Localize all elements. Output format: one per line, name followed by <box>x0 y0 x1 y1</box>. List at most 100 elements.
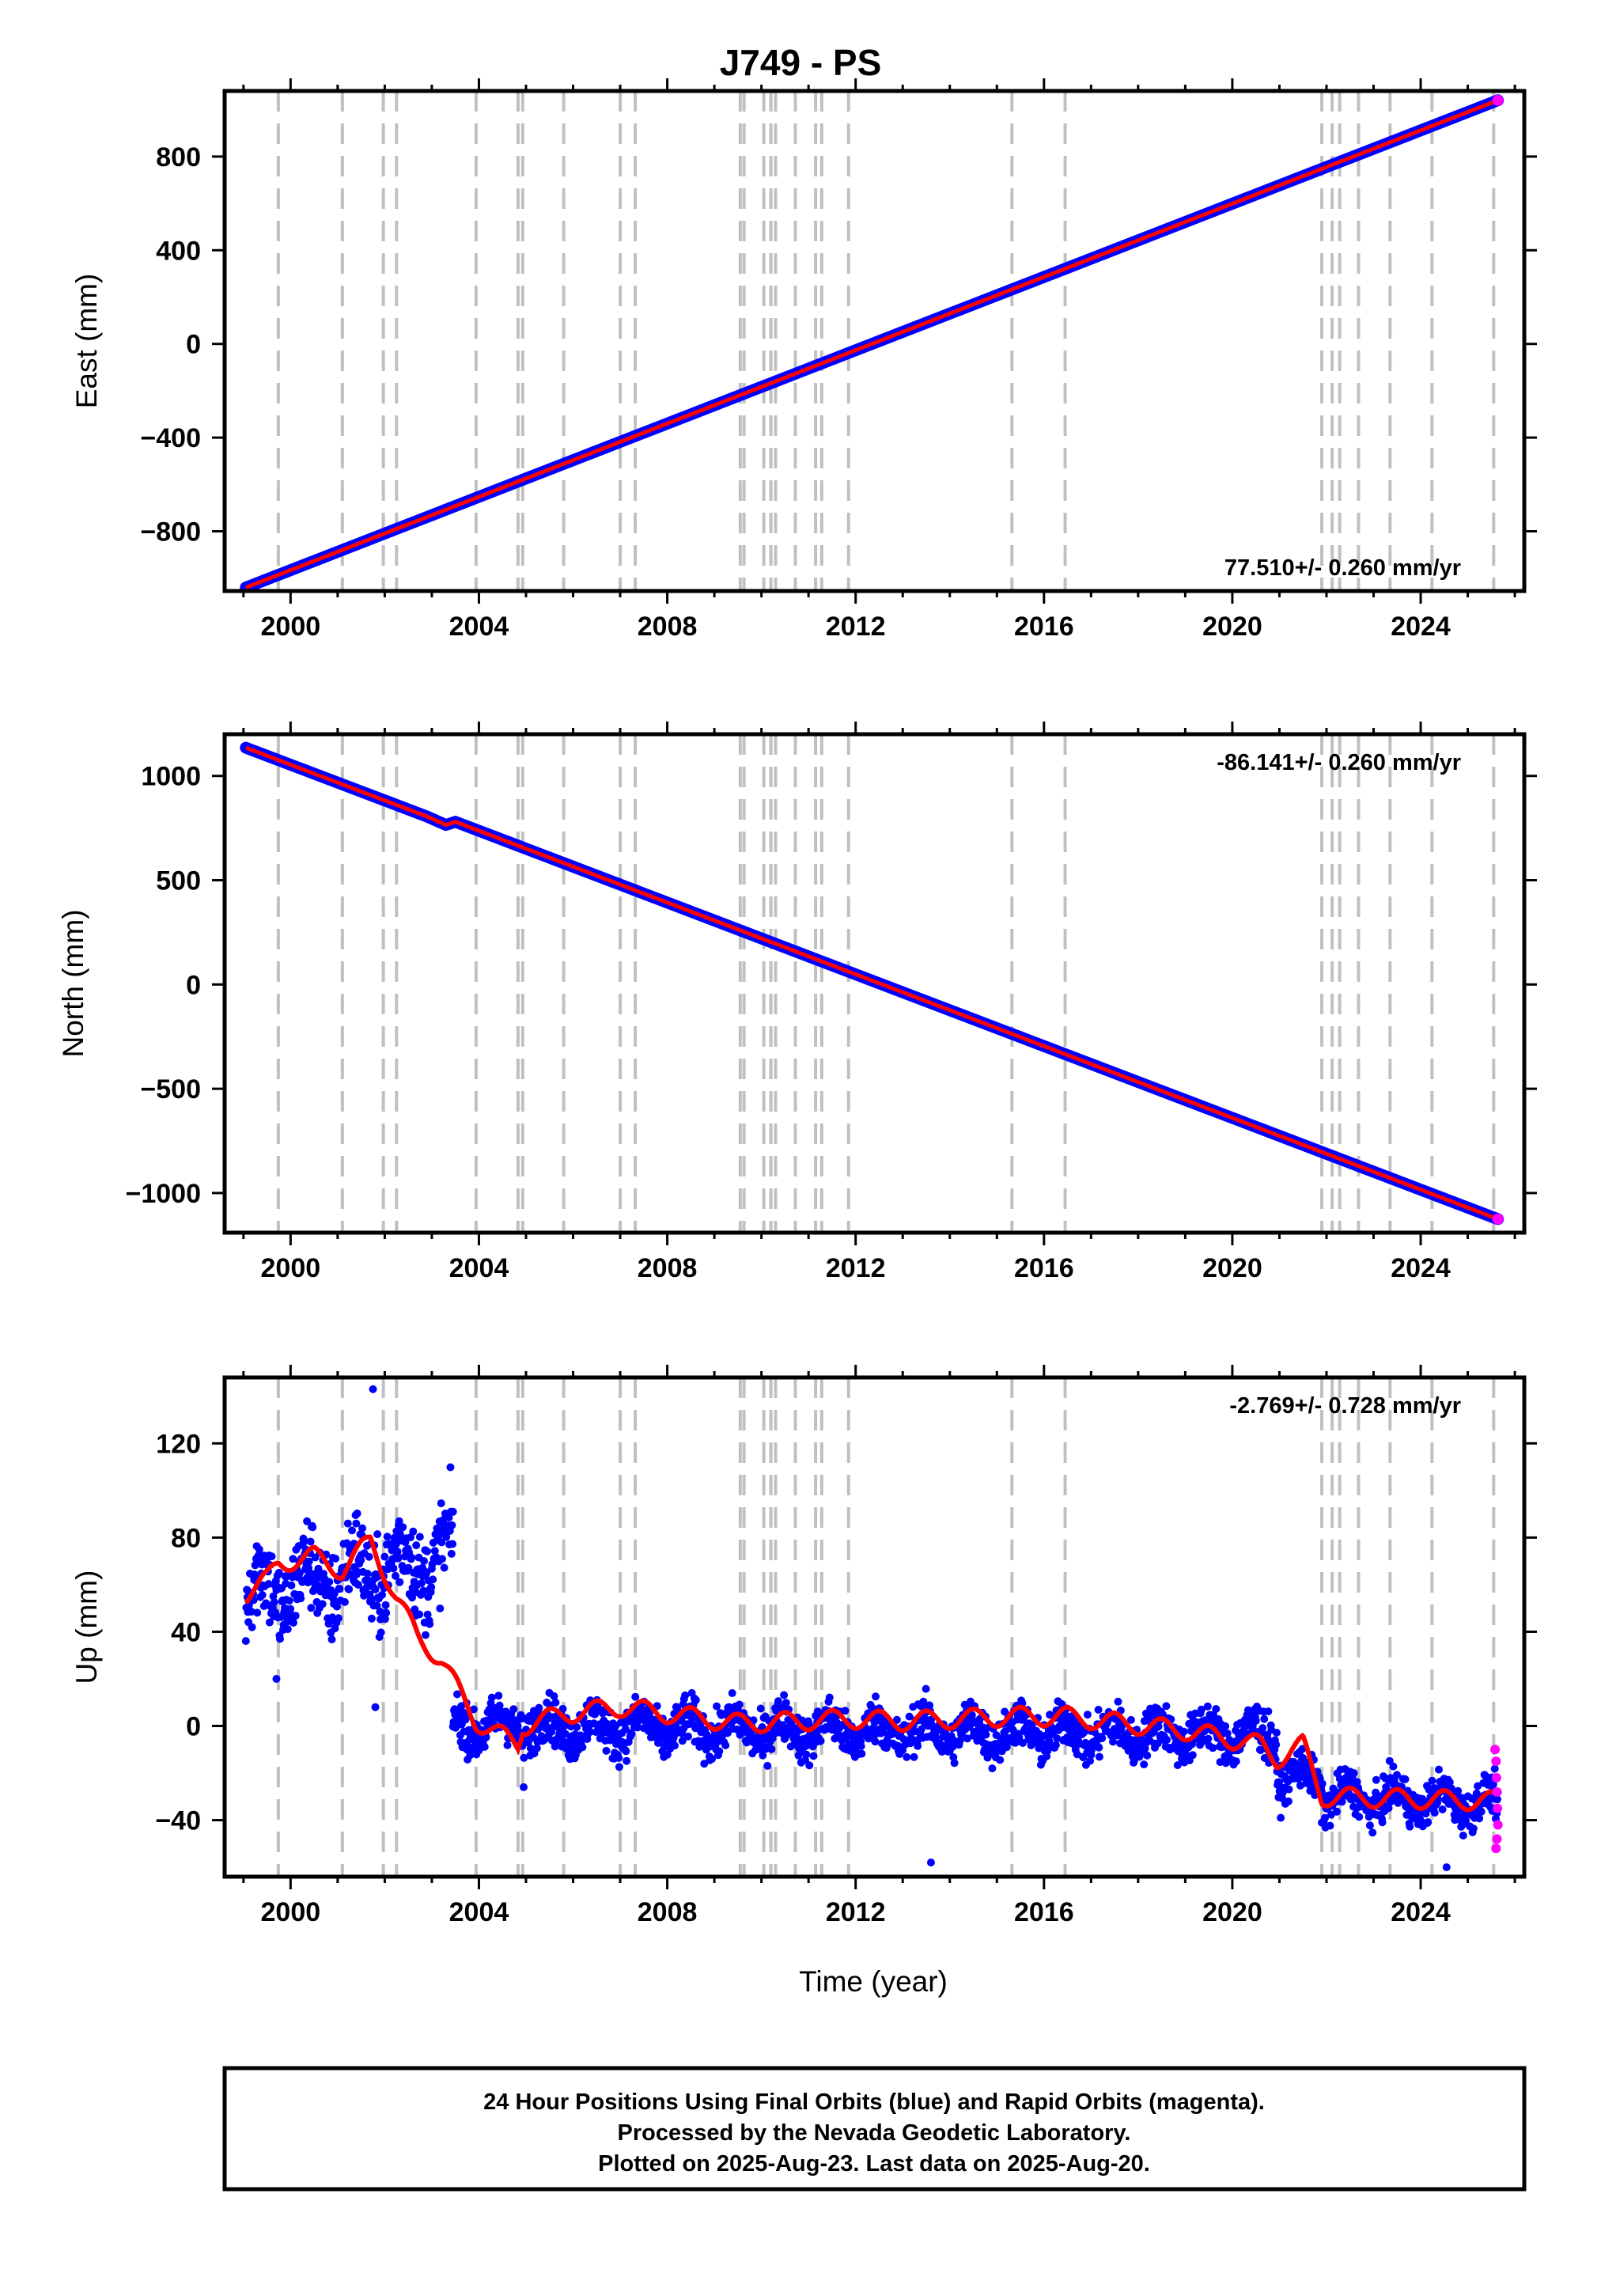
final-orbit-point <box>392 1540 400 1548</box>
final-orbit-point <box>417 1579 426 1588</box>
final-orbit-point <box>382 1608 391 1617</box>
final-orbit-point <box>1462 1817 1470 1825</box>
final-orbit-point <box>1153 1739 1162 1748</box>
final-orbit-point <box>304 1578 312 1587</box>
final-orbit-point <box>1162 1702 1171 1711</box>
final-orbit-point <box>678 1737 687 1745</box>
final-orbit-point <box>264 1580 273 1588</box>
final-orbit-point <box>963 1734 971 1743</box>
final-orbit-point <box>1163 1736 1171 1744</box>
final-orbit-point <box>461 1715 470 1724</box>
rapid-orbit-point <box>1493 1820 1503 1830</box>
final-orbit-point <box>1251 1717 1260 1725</box>
final-orbit-point <box>396 1578 404 1586</box>
final-orbit-point <box>343 1519 352 1528</box>
y-tick-label: 80 <box>171 1523 201 1553</box>
final-orbit-point <box>380 1615 389 1623</box>
final-orbit-point <box>708 1755 717 1764</box>
final-orbit-point <box>1368 1828 1377 1837</box>
final-orbit-point <box>383 1533 392 1541</box>
final-orbit-point <box>318 1600 327 1608</box>
footer-line-3: Plotted on 2025-Aug-23. Last data on 202… <box>598 2151 1150 2177</box>
final-orbit-point <box>381 1601 390 1609</box>
final-orbit-point <box>415 1533 424 1541</box>
final-orbit-point <box>1435 1765 1443 1774</box>
final-orbit-point <box>520 1753 528 1762</box>
final-orbit-point <box>509 1705 518 1714</box>
final-orbit-point <box>558 1704 567 1713</box>
final-orbit-point <box>411 1605 419 1614</box>
final-orbit-point <box>602 1746 611 1755</box>
y-tick-label: −40 <box>155 1806 201 1836</box>
final-orbit-point <box>1209 1744 1217 1752</box>
final-orbit-point <box>721 1741 730 1749</box>
east-model-line <box>244 98 1499 589</box>
final-orbit-point <box>1232 1757 1240 1766</box>
final-orbit-point <box>1221 1722 1230 1730</box>
final-orbit-point <box>297 1594 305 1603</box>
final-orbit-point <box>1019 1739 1027 1747</box>
x-tick-label: 2016 <box>1014 1897 1074 1927</box>
final-orbit-point <box>241 1637 250 1646</box>
final-orbit-point <box>759 1751 767 1760</box>
final-orbit-point <box>1083 1711 1092 1719</box>
final-orbit-point <box>327 1635 336 1644</box>
final-orbit-point <box>345 1585 354 1593</box>
final-orbit-point <box>1212 1705 1221 1713</box>
x-axis-label: Time (year) <box>799 1965 948 1998</box>
final-orbit-point <box>340 1597 349 1606</box>
north-model-line <box>244 745 1499 1222</box>
final-orbit-point <box>420 1557 428 1565</box>
final-orbit-point <box>780 1691 789 1699</box>
final-orbit-point <box>551 1698 560 1707</box>
final-orbit-point <box>713 1702 721 1711</box>
up-step-lines <box>276 1377 1496 1877</box>
final-orbit-point <box>1154 1722 1163 1731</box>
panel-up: 2000 2004 2008 2012 2016 2020 2024 −40 0 40 80 120 U… <box>70 1365 1537 1927</box>
east-step-lines <box>276 91 1496 591</box>
final-orbit-point <box>633 1723 642 1732</box>
panel-north: 2000 2004 2008 2012 2016 2020 2024 −1000 −500 0 50… <box>57 722 1537 1283</box>
final-orbit-point <box>1424 1818 1433 1827</box>
x-tick-label: 2004 <box>449 1253 509 1283</box>
final-orbit-point <box>1438 1805 1447 1813</box>
east-rapid-orbit-point <box>1492 94 1504 106</box>
y-tick-label: −500 <box>140 1074 201 1104</box>
panel-east: 2000 2004 2008 2012 2016 2020 2024 −800 −400 0 400… <box>70 78 1537 642</box>
final-orbit-point <box>285 1597 293 1605</box>
final-orbit-point <box>535 1703 543 1712</box>
final-orbit-point <box>1285 1785 1293 1794</box>
final-orbit-point <box>573 1723 581 1731</box>
final-orbit-point <box>274 1568 283 1577</box>
x-tick-label: 2020 <box>1202 612 1262 642</box>
final-orbit-point <box>1349 1769 1358 1778</box>
final-orbit-point <box>782 1699 790 1707</box>
final-orbit-point <box>1264 1707 1273 1716</box>
chart-title: J749 - PS <box>720 42 882 83</box>
final-orbit-point <box>1469 1824 1478 1833</box>
final-orbit-point <box>857 1749 866 1758</box>
final-orbit-point <box>1053 1734 1062 1743</box>
final-orbit-point <box>1389 1762 1398 1771</box>
final-orbit-point <box>447 1549 456 1558</box>
final-orbit-point <box>449 1540 457 1548</box>
final-orbit-point <box>1333 1807 1341 1816</box>
x-tick-label: 2004 <box>449 612 509 642</box>
final-orbit-point <box>440 1563 449 1572</box>
y-tick-label: 120 <box>156 1429 201 1459</box>
final-orbit-point <box>407 1553 416 1562</box>
final-orbit-point <box>872 1692 880 1701</box>
final-orbit-outlier <box>1442 1863 1451 1872</box>
final-orbit-point <box>627 1730 636 1738</box>
rapid-orbit-point <box>1491 1756 1501 1767</box>
final-orbit-point <box>1260 1714 1269 1723</box>
final-orbit-point <box>331 1555 340 1563</box>
final-orbit-point <box>449 1507 457 1516</box>
final-orbit-point <box>1203 1702 1212 1711</box>
final-orbit-point <box>681 1691 690 1699</box>
final-orbit-point <box>429 1575 437 1584</box>
final-orbit-point <box>1173 1761 1182 1770</box>
final-orbit-point <box>255 1545 263 1554</box>
east-frame <box>222 89 1527 593</box>
final-orbit-point <box>267 1552 276 1561</box>
